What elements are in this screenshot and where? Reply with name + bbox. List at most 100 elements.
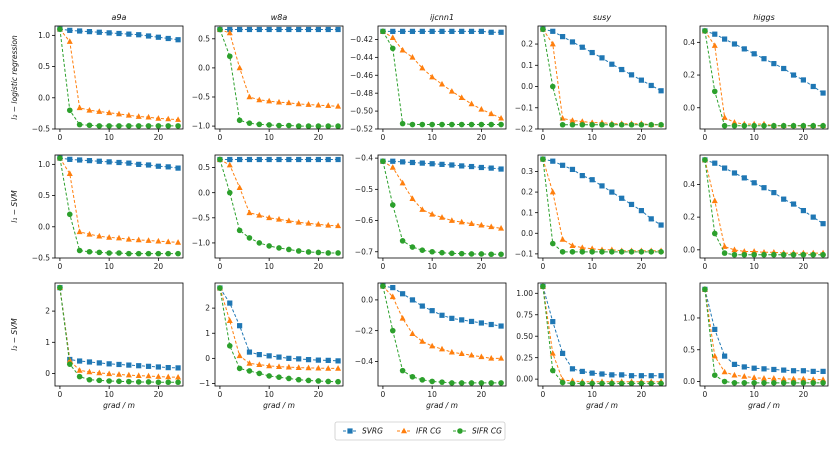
data-point-sifr-cg [800,122,807,129]
data-point-svrg [731,170,738,176]
data-point-ifr-cg [125,111,132,118]
data-point-sifr-cg [549,83,556,90]
x-tick-label: 0 [58,133,63,142]
panel-data [216,284,342,385]
data-point-ifr-cg [256,361,263,367]
data-point-svrg [227,300,233,306]
x-tick-label: 0 [218,262,223,271]
y-tick-label: −0.50 [350,107,373,116]
data-point-ifr-cg [721,243,728,249]
data-point-sifr-cg [217,156,223,163]
data-point-sifr-cg [86,248,93,255]
data-point-ifr-cg [751,374,758,381]
data-point-sifr-cg [389,202,396,208]
data-point-sifr-cg [96,123,103,129]
x-tick-label: 10 [104,262,114,271]
x-tick-label: 20 [314,390,324,399]
data-point-sifr-cg [618,380,625,386]
x-axis-label: grad / m [586,401,618,410]
data-point-svrg [126,160,132,166]
y-tick-label: −0.5 [32,254,50,263]
data-point-sifr-cg [589,121,595,128]
data-point-svrg [325,26,331,33]
data-point-svrg [256,351,262,358]
data-point-sifr-cg [325,378,332,385]
x-tick-label: 10 [264,133,274,142]
data-point-ifr-cg [419,338,426,344]
data-point-svrg [429,308,435,314]
data-point-ifr-cg [569,242,576,248]
data-point-sifr-cg [76,121,83,128]
data-point-svrg [67,156,73,162]
data-point-sifr-cg [389,45,396,52]
data-point-sifr-cg [721,378,728,385]
data-point-ifr-cg [145,113,152,120]
data-point-ifr-cg [276,216,282,222]
legend-label: SVRG [362,427,383,436]
data-point-sifr-cg [549,240,556,247]
panel-title: a9a [112,13,127,22]
data-point-sifr-cg [741,251,748,258]
series-line-svrg [704,289,824,372]
data-point-svrg [741,46,747,52]
data-point-svrg [761,366,767,372]
data-point-sifr-cg [559,379,566,386]
data-point-sifr-cg [66,107,73,114]
series-line-ifr-cg [59,28,179,121]
data-point-ifr-cg [246,360,253,366]
y-tick-label: 0.0 [683,245,695,254]
data-point-ifr-cg [66,357,73,363]
data-point-sifr-cg [335,250,341,256]
data-point-svrg [449,162,455,168]
data-point-ifr-cg [409,54,416,60]
data-point-svrg [305,156,312,163]
data-point-svrg [459,28,465,34]
data-point-sifr-cg [295,123,302,129]
data-point-sifr-cg [57,284,63,291]
x-tick-label: 20 [154,262,164,271]
data-point-sifr-cg [569,380,576,386]
y-tick-label: 0.5 [683,345,695,354]
data-point-ifr-cg [116,234,122,241]
data-point-svrg [638,77,644,83]
data-point-ifr-cg [335,103,342,109]
data-point-ifr-cg [256,211,263,218]
x-tick-label: 10 [749,390,759,399]
y-tick-label: 0.0 [361,296,373,305]
data-point-sifr-cg [439,379,445,385]
data-point-svrg [429,161,435,167]
data-point-sifr-cg [165,250,172,257]
data-point-svrg [256,26,262,33]
data-point-svrg [286,156,292,163]
data-point-sifr-cg [810,251,817,258]
data-point-sifr-cg [751,380,757,386]
panel-0-4: 0 10 20 0.0 0.2 0.4 higgs [683,13,829,142]
data-point-sifr-cg [76,373,83,380]
y-tick-label: 1 [205,329,210,338]
data-point-sifr-cg [478,121,485,128]
series-line-ifr-cg [219,159,339,227]
axes-frame [214,282,344,387]
data-point-ifr-cg [439,345,445,352]
data-point-ifr-cg [731,371,738,378]
data-point-svrg [468,318,475,325]
y-tick-label: −1.0 [192,239,210,248]
data-point-ifr-cg [256,96,263,103]
x-tick-label: 20 [314,133,324,142]
data-point-ifr-cg [478,353,485,360]
data-point-svrg [77,358,83,364]
data-point-svrg [246,156,253,163]
y-tick-label: 0.0 [198,188,210,197]
axes-frame [54,25,184,130]
data-point-sifr-cg [256,370,263,377]
y-tick-label: 0.00 [516,375,533,384]
data-point-sifr-cg [761,122,767,129]
data-point-ifr-cg [246,93,253,100]
data-point-svrg [550,319,556,325]
y-tick-label: 0.2 [521,40,533,49]
data-point-sifr-cg [820,122,826,129]
data-point-svrg [335,358,341,364]
data-point-ifr-cg [295,364,302,370]
data-point-sifr-cg [800,251,807,258]
x-tick-label: 10 [749,133,759,142]
